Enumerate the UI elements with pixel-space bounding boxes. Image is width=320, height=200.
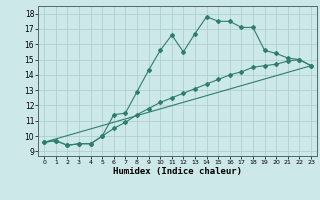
X-axis label: Humidex (Indice chaleur): Humidex (Indice chaleur): [113, 167, 242, 176]
